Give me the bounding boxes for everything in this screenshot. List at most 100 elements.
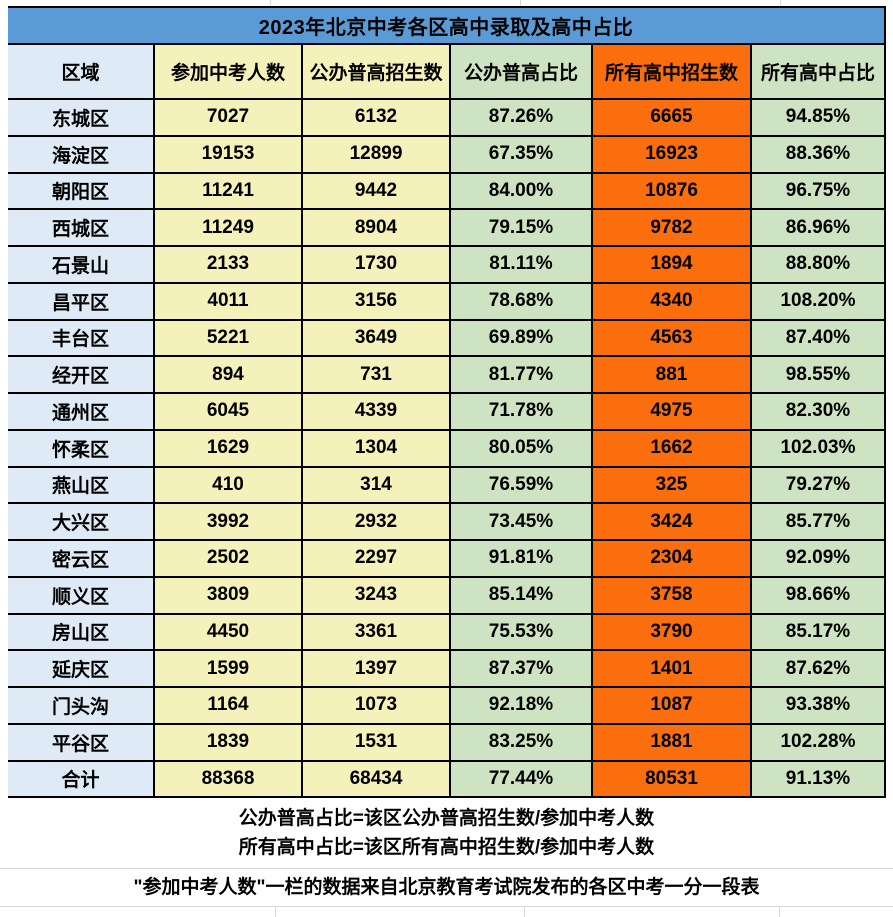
row-header: 房山区 [8, 614, 153, 650]
table-cell: 2133 [155, 247, 301, 282]
table-cell: 6132 [303, 100, 449, 135]
column-header: 参加中考人数 [155, 45, 301, 98]
table-cell: 3809 [155, 577, 301, 613]
top-gridline-strip [0, 0, 893, 6]
table-cell: 12899 [303, 136, 449, 172]
table-cell: 3992 [155, 504, 301, 539]
table-cell: 3424 [593, 504, 750, 539]
table-cell: 11249 [155, 210, 301, 245]
source-note-row: "参加中考人数"一栏的数据来自北京教育考试院发布的各区中考一分一段表 [0, 869, 893, 907]
table-cell: 3790 [593, 614, 750, 650]
formula-note-1: 公办普高占比=该区公办普高招生数/参加中考人数 [238, 808, 655, 830]
row-header: 东城区 [8, 100, 153, 135]
table-cell: 92.18% [451, 688, 591, 723]
row-header: 平谷区 [8, 724, 153, 760]
table-cell: 1894 [593, 247, 750, 282]
formula-notes: 公办普高占比=该区公办普高招生数/参加中考人数 所有高中占比=该区所有高中招生数… [0, 798, 893, 869]
table-cell: 91.81% [451, 541, 591, 576]
table-title: 2023年北京中考各区高中录取及高中占比 [258, 17, 634, 39]
table-cell: 1397 [303, 651, 449, 686]
column-header: 公办普高占比 [451, 45, 591, 98]
table-cell: 81.11% [451, 247, 591, 282]
table-cell: 108.20% [752, 283, 884, 319]
total-cell: 77.44% [451, 761, 591, 797]
table-cell: 19153 [155, 136, 301, 172]
gridline-tick [520, 0, 521, 6]
table-cell: 881 [593, 357, 750, 392]
table-cell: 8904 [303, 210, 449, 245]
table-cell: 1730 [303, 247, 449, 282]
table-cell: 1881 [593, 724, 750, 760]
table-cell: 2932 [303, 504, 449, 539]
table-cell: 73.45% [451, 504, 591, 539]
table-cell: 85.17% [752, 614, 884, 650]
table-cell: 1662 [593, 430, 750, 466]
table-cell: 102.03% [752, 430, 884, 466]
divider-line [0, 868, 893, 870]
total-cell: 合计 [8, 761, 153, 797]
table-cell: 1073 [303, 688, 449, 723]
table-cell: 4450 [155, 614, 301, 650]
table-cell: 9442 [303, 173, 449, 209]
table-cell: 98.55% [752, 357, 884, 392]
table-cell: 1401 [593, 651, 750, 686]
table-cell: 3156 [303, 283, 449, 319]
row-header: 石景山 [8, 247, 153, 282]
table-cell: 325 [593, 467, 750, 503]
table-cell: 79.15% [451, 210, 591, 245]
table-cell: 88.36% [752, 136, 884, 172]
table-cell: 6045 [155, 394, 301, 429]
column-header: 区域 [8, 45, 153, 98]
gridline-tick [524, 907, 525, 917]
table-cell: 96.75% [752, 173, 884, 209]
table-cell: 4011 [155, 283, 301, 319]
table-cell: 5221 [155, 320, 301, 356]
table-cell: 88.80% [752, 247, 884, 282]
row-header: 怀柔区 [8, 430, 153, 466]
gridline-tick [270, 0, 271, 6]
total-cell: 68434 [303, 761, 449, 797]
gridline-tick [780, 0, 781, 6]
total-cell: 91.13% [752, 761, 884, 797]
table-cell: 67.35% [451, 136, 591, 172]
table-cell: 81.77% [451, 357, 591, 392]
table-cell: 3361 [303, 614, 449, 650]
table-cell: 92.09% [752, 541, 884, 576]
table-cell: 87.62% [752, 651, 884, 686]
table-cell: 75.53% [451, 614, 591, 650]
table-cell: 1164 [155, 688, 301, 723]
table-cell: 894 [155, 357, 301, 392]
table-cell: 9782 [593, 210, 750, 245]
formula-note-2: 所有高中占比=该区所有高中招生数/参加中考人数 [238, 837, 655, 859]
table-cell: 6665 [593, 100, 750, 135]
bottom-gridline-strip [0, 906, 893, 917]
table-cell: 69.89% [451, 320, 591, 356]
table-cell: 98.66% [752, 577, 884, 613]
row-header: 西城区 [8, 210, 153, 245]
table-cell: 410 [155, 467, 301, 503]
table-cell: 79.27% [752, 467, 884, 503]
row-header: 丰台区 [8, 320, 153, 356]
table-cell: 86.96% [752, 210, 884, 245]
table-cell: 3649 [303, 320, 449, 356]
table-cell: 87.26% [451, 100, 591, 135]
table-cell: 1531 [303, 724, 449, 760]
table-cell: 2502 [155, 541, 301, 576]
table-cell: 314 [303, 467, 449, 503]
table-cell: 85.77% [752, 504, 884, 539]
table-cell: 4975 [593, 394, 750, 429]
row-header: 经开区 [8, 357, 153, 392]
table-cell: 1839 [155, 724, 301, 760]
row-header: 顺义区 [8, 577, 153, 613]
row-header: 门头沟 [8, 688, 153, 723]
row-header: 密云区 [8, 541, 153, 576]
table-cell: 10876 [593, 173, 750, 209]
table-cell: 102.28% [752, 724, 884, 760]
row-header: 燕山区 [8, 467, 153, 503]
table-cell: 2304 [593, 541, 750, 576]
data-table: 区域 参加中考人数 公办普高招生数 公办普高占比 所有高中招生数 所有高中占比 东城区 702… [8, 43, 886, 799]
table-cell: 3243 [303, 577, 449, 613]
row-header: 延庆区 [8, 651, 153, 686]
table-cell: 4340 [593, 283, 750, 319]
source-note: "参加中考人数"一栏的数据来自北京教育考试院发布的各区中考一分一段表 [133, 877, 760, 899]
